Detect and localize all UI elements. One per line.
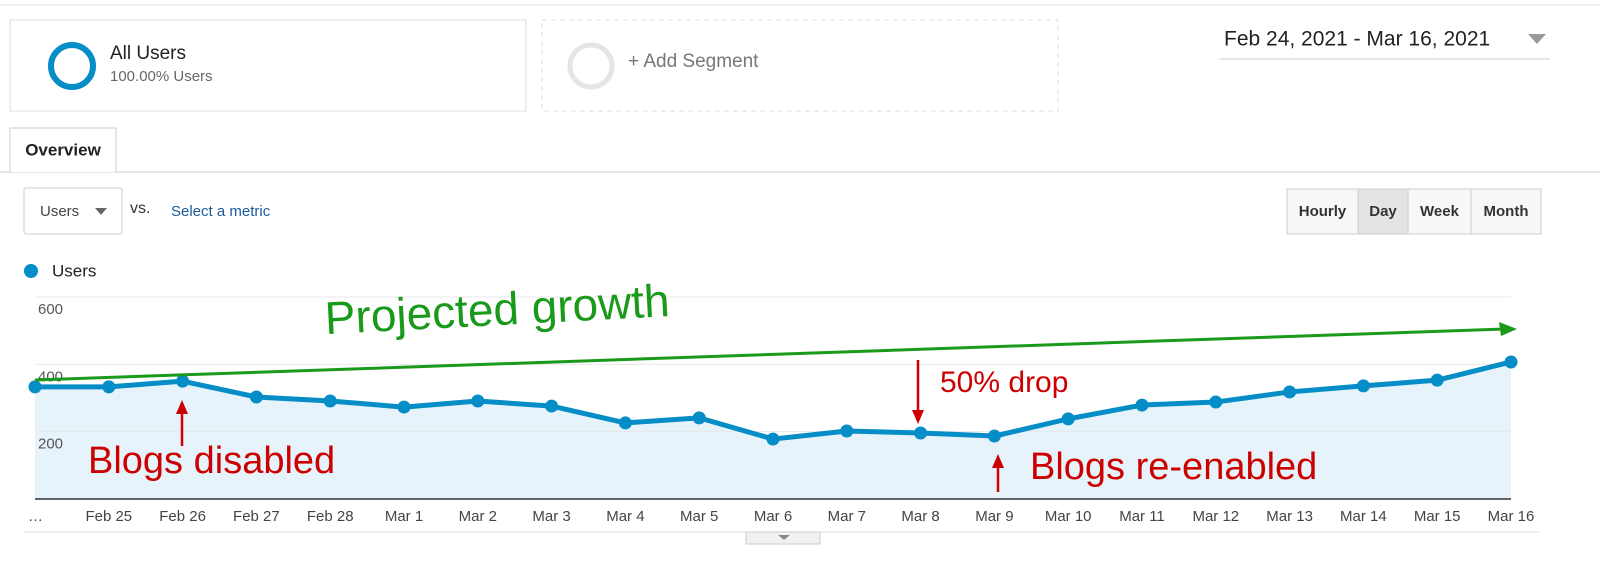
annotation: Blogs re-enabled	[1030, 446, 1317, 488]
point[interactable]	[987, 429, 1001, 443]
point[interactable]	[545, 399, 559, 413]
point[interactable]	[1061, 412, 1075, 426]
x-tick-label: Mar 1	[385, 508, 423, 525]
disabled-arrowhead	[176, 400, 188, 414]
point[interactable]	[692, 411, 706, 425]
granularity-button[interactable]	[1286, 188, 1359, 235]
annotation: Blogs disabled	[88, 440, 335, 482]
x-tick-label: Feb 25	[85, 508, 132, 525]
granularity-buttons: Hourly Day Week Month	[1286, 188, 1542, 235]
y-tick-label: 600	[38, 301, 63, 318]
point[interactable]	[471, 394, 485, 408]
legend-marker	[24, 264, 38, 278]
x-tick-label: Mar 13	[1266, 508, 1313, 525]
y-tick-label: 200	[38, 436, 63, 453]
x-tick-label: Mar 4	[606, 508, 644, 525]
point[interactable]	[176, 374, 190, 388]
tab-overview[interactable]: Overview	[25, 140, 101, 159]
x-tick-label: Mar 15	[1414, 508, 1461, 525]
point[interactable]	[28, 380, 42, 394]
point[interactable]	[1504, 355, 1518, 369]
metric-dropdown[interactable]	[23, 187, 123, 235]
add-segment[interactable]: + Add Segment	[628, 51, 759, 72]
area	[35, 361, 1511, 499]
x-tick-label: Mar 11	[1119, 508, 1165, 525]
x-tick-label: Mar 6	[754, 508, 792, 525]
x-tick-label: Mar 14	[1340, 508, 1387, 525]
legend-label: Users	[52, 261, 96, 280]
projection-line	[34, 327, 1506, 382]
granularity-label[interactable]: Week	[1420, 203, 1460, 220]
point[interactable]	[1430, 373, 1444, 387]
granularity-button[interactable]	[1470, 188, 1542, 235]
granularity-label[interactable]: Day	[1369, 203, 1397, 220]
annotation: 50% drop	[940, 366, 1068, 399]
point[interactable]	[1356, 379, 1370, 393]
segment-card[interactable]	[9, 19, 527, 112]
point[interactable]	[618, 416, 632, 430]
x-tick-label: Mar 12	[1192, 508, 1239, 525]
x-tick-label: Mar 9	[975, 508, 1013, 525]
x-tick-label: Feb 28	[307, 508, 354, 525]
x-tick-label: Feb 27	[233, 508, 280, 525]
x-tick-label: Mar 10	[1045, 508, 1092, 525]
x-tick-label: Mar 5	[680, 508, 718, 525]
x-tick-label: Mar 8	[901, 508, 939, 525]
x-tick-label: Mar 7	[828, 508, 866, 525]
point[interactable]	[102, 380, 116, 394]
chart: Users 200 400 600 … Feb 25 Feb 26 Feb 27 Feb 28 M…	[24, 261, 1535, 525]
segment-detail: 100.00% Users	[110, 68, 213, 85]
metric-arrow	[95, 208, 107, 215]
add-segment-icon	[567, 42, 615, 90]
collapse-arrow	[778, 535, 790, 540]
x-tick-label: Mar 16	[1488, 508, 1535, 525]
point[interactable]	[1135, 398, 1149, 412]
date-range[interactable]: Feb 24, 2021 - Mar 16, 2021	[1224, 28, 1490, 51]
annotation: Projected growth	[323, 274, 670, 344]
projection-arrowhead	[1499, 322, 1517, 336]
vs-label: vs.	[130, 200, 150, 217]
select-metric[interactable]: Select a metric	[171, 203, 271, 220]
x-tick-label: Feb 26	[159, 508, 206, 525]
reenabled-arrowhead	[992, 454, 1004, 468]
point[interactable]	[397, 400, 411, 414]
segment-icon	[48, 42, 96, 90]
tab-box	[9, 127, 117, 172]
granularity-label[interactable]: Hourly	[1299, 203, 1347, 220]
x-tick-label: Mar 2	[459, 508, 497, 525]
date-dropdown-arrow[interactable]	[1528, 34, 1546, 44]
point[interactable]	[914, 426, 928, 440]
add-segment-card[interactable]	[541, 19, 1059, 112]
point[interactable]	[766, 432, 780, 446]
point[interactable]	[249, 390, 263, 404]
point[interactable]	[1283, 385, 1297, 399]
granularity-label[interactable]: Month	[1484, 203, 1529, 220]
point[interactable]	[1209, 395, 1223, 409]
metric-name: Users	[40, 203, 79, 220]
point[interactable]	[323, 394, 337, 408]
x-tick-label: …	[28, 508, 43, 525]
x-tick-label: Mar 3	[532, 508, 570, 525]
drop-arrowhead	[912, 410, 924, 424]
point[interactable]	[840, 424, 854, 438]
segment-name: All Users	[110, 43, 186, 64]
y-tick-label: 400	[38, 368, 63, 385]
